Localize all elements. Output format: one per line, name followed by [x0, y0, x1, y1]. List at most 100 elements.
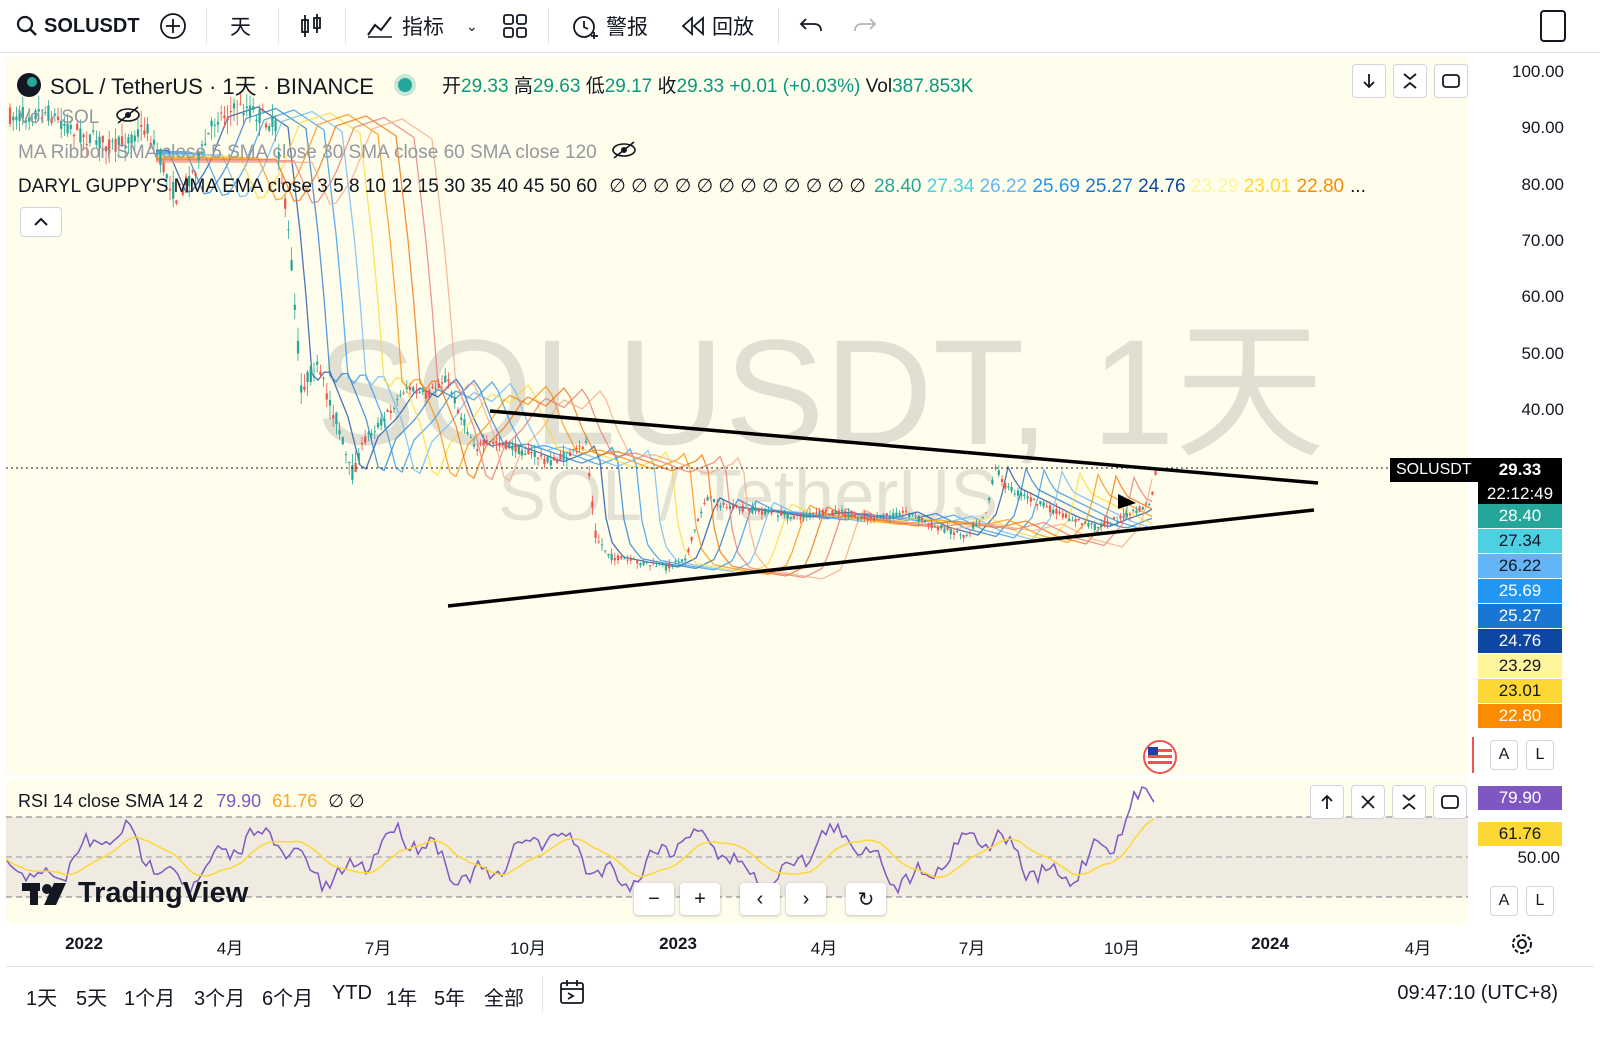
replay-button[interactable]: 回放 [680, 8, 754, 44]
candle-body [965, 534, 968, 536]
timeframe-button[interactable]: 1年 [386, 988, 418, 1010]
eye-hidden-icon[interactable] [115, 105, 141, 131]
rsi-chart-canvas[interactable] [6, 779, 1468, 924]
eye-hidden-icon[interactable] [611, 140, 637, 166]
candle-body [82, 134, 85, 138]
candle-body [24, 120, 28, 123]
timeframe-button[interactable]: 1个月 [124, 988, 176, 1010]
collapse-legend-button[interactable] [20, 207, 62, 237]
ascending-trendline[interactable] [447, 508, 1315, 608]
candle-body [1055, 509, 1058, 514]
clock-timezone[interactable]: 09:47:10 (UTC+8) [1397, 982, 1558, 1004]
candle-body [146, 124, 149, 134]
candle-body [709, 496, 712, 498]
timeframe-button[interactable]: 1天 [26, 988, 58, 1010]
alert-button[interactable]: 警报 [570, 8, 648, 44]
main-chart-pane[interactable]: SOLUSDT, 1天 SOL / TetherUS SOL / TetherU… [6, 57, 1468, 775]
scroll-left-button[interactable]: ‹ [740, 883, 780, 915]
candle-body [197, 153, 200, 161]
fullscreen-icon[interactable] [1540, 10, 1566, 42]
layout-button[interactable] [502, 8, 528, 44]
candle-body [517, 445, 520, 455]
move-pane-down-button[interactable] [1352, 64, 1386, 98]
candle-body [661, 563, 664, 565]
candle-body [1061, 513, 1064, 518]
ma-ribbon-legend[interactable]: MA Ribbon SMA close 5 SMA close 30 SMA c… [18, 140, 637, 166]
chart-type-button[interactable] [298, 8, 324, 44]
candle-body [156, 153, 159, 155]
indicators-button[interactable]: 指标 ⌄ [366, 8, 478, 44]
timeframe-button[interactable]: YTD [332, 982, 372, 1004]
timeframe-button[interactable]: 3个月 [194, 988, 246, 1010]
price-axis-label: 90.00 [1521, 118, 1564, 138]
time-axis-label: 10月 [510, 939, 546, 958]
log-scale-button[interactable]: L [1526, 740, 1554, 770]
auto-scale-button[interactable]: A [1490, 740, 1518, 770]
tradingview-logo[interactable]: TradingView [22, 877, 248, 910]
candle-body [258, 109, 261, 123]
collapse-pane-button[interactable] [1393, 64, 1427, 98]
maximize-pane-button[interactable] [1434, 64, 1468, 98]
time-axis-label: 2022 [65, 934, 103, 953]
timeframe-button[interactable]: 全部 [484, 988, 524, 1010]
candle-body [136, 129, 140, 137]
candle-body [751, 506, 754, 514]
candle-body [364, 436, 367, 443]
symbol-search[interactable]: SOLUSDT [16, 8, 140, 44]
candle-body [309, 365, 312, 383]
rsi-legend[interactable]: RSI 14 close SMA 14 2 79.90 61.76 ∅ ∅ [18, 791, 365, 812]
rsi-value: 79.90 [216, 791, 262, 811]
timeframe-button[interactable]: 6个月 [262, 988, 314, 1010]
rsi-auto-scale-button[interactable]: A [1490, 886, 1518, 916]
reset-chart-button[interactable]: ↻ [846, 883, 886, 915]
compare-button[interactable] [158, 8, 188, 44]
volume-indicator-legend[interactable]: Vol · SOL [18, 105, 141, 131]
descending-trendline[interactable] [489, 409, 1319, 485]
zoom-out-button[interactable]: − [634, 883, 674, 915]
candle-body [546, 456, 549, 463]
rsi-log-scale-button[interactable]: L [1526, 886, 1554, 916]
candle-body [319, 371, 322, 375]
candle-body [31, 121, 34, 123]
us-flag-event-icon[interactable] [1143, 740, 1177, 774]
maximize-rsi-pane-button[interactable] [1433, 785, 1467, 819]
undo-button[interactable] [798, 8, 824, 44]
scroll-right-button[interactable]: › [786, 883, 826, 915]
candle-body [463, 419, 466, 426]
price-chart-canvas[interactable] [6, 57, 1468, 775]
close-pane-button[interactable] [1351, 785, 1385, 819]
time-axis-label: 4月 [810, 939, 838, 958]
rsi-empty-values: ∅ ∅ [328, 791, 365, 811]
candle-body [760, 510, 764, 515]
move-pane-up-button[interactable] [1310, 785, 1344, 819]
symbol-legend[interactable]: SOL / TetherUS · 1天 · BINANCE [16, 69, 412, 101]
candle-body [591, 501, 594, 508]
candle-body [1080, 523, 1084, 525]
moving-average-line [156, 112, 1153, 574]
timeframe-button[interactable]: 5年 [434, 988, 466, 1010]
plus-circle-icon [160, 13, 186, 39]
candle-body [248, 105, 252, 117]
candle-body [607, 553, 610, 556]
rsi-ma-line [6, 818, 1155, 879]
chevron-down-icon[interactable]: ⌄ [466, 17, 478, 34]
candle-body [476, 449, 479, 452]
redo-button[interactable] [852, 8, 878, 44]
settings-gear-icon[interactable] [1510, 932, 1534, 961]
candle-body [648, 565, 652, 567]
candle-body [536, 457, 540, 460]
time-axis[interactable]: 2022 4月 7月 10月 2023 4月 7月 10月 2024 4月 [6, 926, 1594, 962]
candle-body [1036, 503, 1039, 506]
collapse-rsi-pane-button[interactable] [1392, 785, 1426, 819]
candle-body [293, 304, 296, 310]
candle-body [223, 115, 226, 119]
candle-body [216, 121, 220, 125]
date-range-button[interactable] [558, 978, 588, 1013]
candle-body [876, 515, 879, 519]
rsi-pane[interactable]: RSI 14 close SMA 14 2 79.90 61.76 ∅ ∅ Tr… [6, 779, 1468, 924]
interval-button[interactable]: 天 [230, 16, 251, 39]
zoom-in-button[interactable]: + [680, 883, 720, 915]
candle-body [757, 509, 760, 512]
guppy-legend[interactable]: DARYL GUPPY'S MMA EMA close 3 5 8 10 12 … [18, 175, 1366, 198]
timeframe-button[interactable]: 5天 [76, 988, 108, 1010]
